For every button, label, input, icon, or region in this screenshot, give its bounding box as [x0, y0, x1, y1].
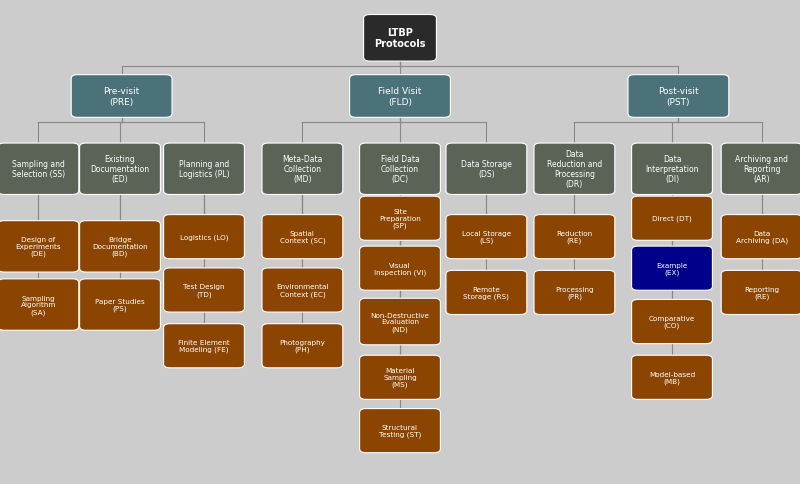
FancyBboxPatch shape: [632, 300, 712, 344]
Text: Existing
Documentation
(ED): Existing Documentation (ED): [90, 155, 150, 184]
FancyBboxPatch shape: [363, 15, 437, 62]
Text: Material
Sampling
(MS): Material Sampling (MS): [383, 367, 417, 388]
Text: Archiving and
Reporting
(AR): Archiving and Reporting (AR): [735, 155, 788, 184]
Text: Field Visit
(FLD): Field Visit (FLD): [378, 87, 422, 106]
Text: Planning and
Logistics (PL): Planning and Logistics (PL): [178, 160, 230, 179]
FancyBboxPatch shape: [534, 215, 614, 259]
Text: Pre-visit
(PRE): Pre-visit (PRE): [103, 87, 140, 106]
FancyBboxPatch shape: [163, 215, 245, 259]
FancyBboxPatch shape: [446, 271, 526, 315]
Text: Meta-Data
Collection
(MD): Meta-Data Collection (MD): [282, 155, 322, 184]
FancyBboxPatch shape: [350, 76, 450, 118]
FancyBboxPatch shape: [534, 271, 614, 315]
FancyBboxPatch shape: [360, 299, 440, 345]
Text: Structural
Testing (ST): Structural Testing (ST): [379, 424, 421, 438]
FancyBboxPatch shape: [632, 356, 712, 400]
Text: Data
Archiving (DA): Data Archiving (DA): [735, 230, 788, 244]
FancyBboxPatch shape: [163, 324, 245, 368]
Text: Example
(EX): Example (EX): [656, 262, 688, 275]
FancyBboxPatch shape: [722, 215, 800, 259]
Text: Data Storage
(DS): Data Storage (DS): [461, 160, 512, 179]
Text: Sampling and
Selection (SS): Sampling and Selection (SS): [12, 160, 65, 179]
Text: Bridge
Documentation
(BD): Bridge Documentation (BD): [92, 237, 148, 257]
FancyBboxPatch shape: [79, 144, 160, 195]
FancyBboxPatch shape: [632, 197, 712, 241]
Text: Local Storage
(LS): Local Storage (LS): [462, 230, 511, 244]
FancyBboxPatch shape: [360, 247, 440, 290]
Text: Spatial
Context (SC): Spatial Context (SC): [279, 230, 326, 244]
Text: Paper Studies
(PS): Paper Studies (PS): [95, 298, 145, 312]
Text: LTBP
Protocols: LTBP Protocols: [374, 28, 426, 49]
FancyBboxPatch shape: [632, 144, 712, 195]
FancyBboxPatch shape: [632, 247, 712, 290]
FancyBboxPatch shape: [262, 324, 343, 368]
Text: Processing
(PR): Processing (PR): [555, 286, 594, 300]
Text: Finite Element
Modeling (FE): Finite Element Modeling (FE): [178, 339, 230, 353]
FancyBboxPatch shape: [0, 144, 78, 195]
Text: Reduction
(RE): Reduction (RE): [556, 230, 593, 244]
FancyBboxPatch shape: [71, 76, 172, 118]
FancyBboxPatch shape: [262, 268, 343, 313]
Text: Photography
(PH): Photography (PH): [279, 339, 326, 353]
FancyBboxPatch shape: [360, 144, 440, 195]
FancyBboxPatch shape: [722, 144, 800, 195]
Text: Logistics (LO): Logistics (LO): [180, 234, 228, 241]
Text: Data
Interpretation
(DI): Data Interpretation (DI): [646, 155, 698, 184]
FancyBboxPatch shape: [163, 144, 245, 195]
Text: Site
Preparation
(SP): Site Preparation (SP): [379, 209, 421, 229]
Text: Design of
Experiments
(DE): Design of Experiments (DE): [15, 237, 62, 257]
FancyBboxPatch shape: [0, 279, 78, 331]
FancyBboxPatch shape: [0, 221, 78, 272]
FancyBboxPatch shape: [262, 144, 343, 195]
Text: Remote
Storage (RS): Remote Storage (RS): [463, 286, 510, 300]
FancyBboxPatch shape: [163, 268, 245, 313]
Text: Sampling
Algorithm
(SA): Sampling Algorithm (SA): [21, 295, 56, 315]
Text: Reporting
(RE): Reporting (RE): [744, 286, 779, 300]
FancyBboxPatch shape: [628, 76, 729, 118]
FancyBboxPatch shape: [79, 221, 160, 272]
Text: Data
Reduction and
Processing
(DR): Data Reduction and Processing (DR): [546, 150, 602, 189]
FancyBboxPatch shape: [360, 408, 440, 453]
FancyBboxPatch shape: [446, 144, 526, 195]
Text: Visual
Inspection (VI): Visual Inspection (VI): [374, 262, 426, 275]
FancyBboxPatch shape: [262, 215, 343, 259]
Text: Non-Destructive
Evaluation
(ND): Non-Destructive Evaluation (ND): [370, 312, 430, 332]
FancyBboxPatch shape: [360, 197, 440, 241]
Text: Direct (DT): Direct (DT): [652, 215, 692, 222]
Text: Field Data
Collection
(DC): Field Data Collection (DC): [381, 155, 419, 184]
FancyBboxPatch shape: [360, 356, 440, 400]
Text: Model-based
(MB): Model-based (MB): [649, 371, 695, 384]
FancyBboxPatch shape: [79, 279, 160, 331]
Text: Test Design
(TD): Test Design (TD): [183, 284, 225, 297]
FancyBboxPatch shape: [722, 271, 800, 315]
Text: Post-visit
(PST): Post-visit (PST): [658, 87, 698, 106]
Text: Environmental
Context (EC): Environmental Context (EC): [276, 284, 329, 297]
FancyBboxPatch shape: [534, 144, 614, 195]
FancyBboxPatch shape: [446, 215, 526, 259]
Text: Comparative
(CO): Comparative (CO): [649, 315, 695, 329]
